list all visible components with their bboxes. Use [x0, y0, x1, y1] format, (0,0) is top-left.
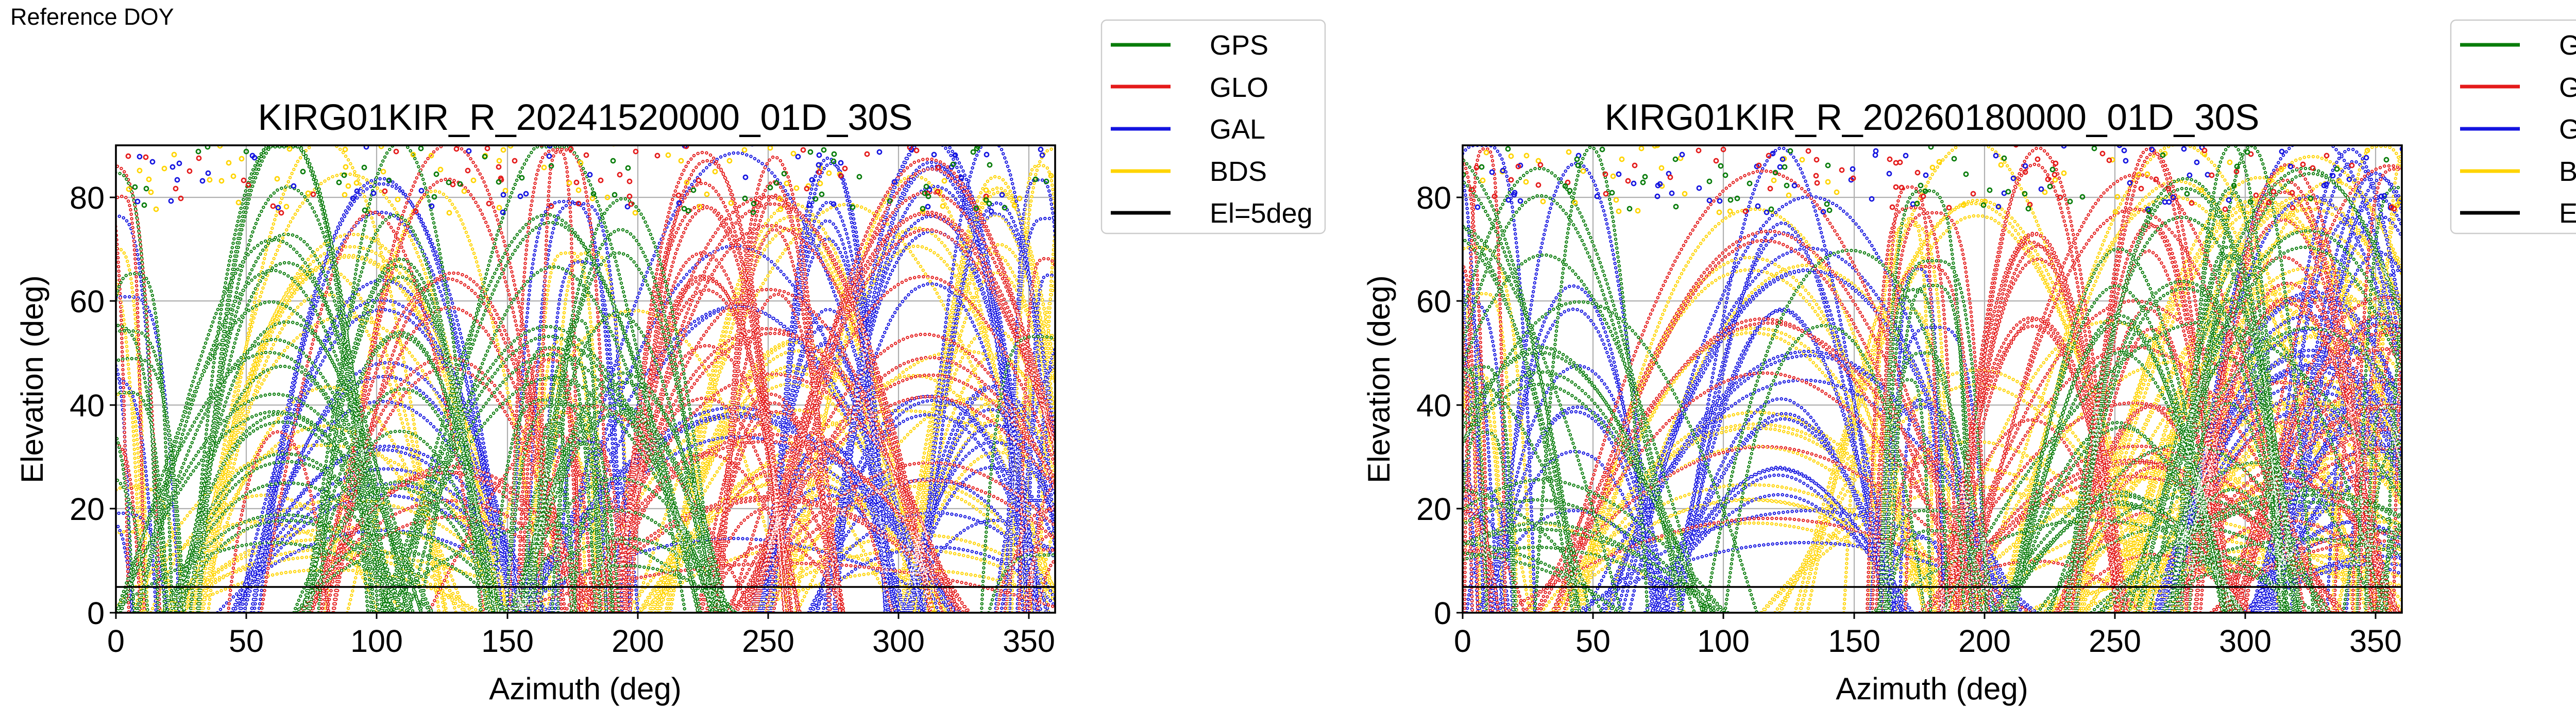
svg-text:GLO: GLO: [1210, 72, 1268, 103]
svg-text:20: 20: [1416, 492, 1451, 527]
svg-text:200: 200: [612, 624, 664, 659]
svg-text:Reference DOY: Reference DOY: [10, 4, 174, 30]
svg-text:El=5deg: El=5deg: [2559, 198, 2576, 229]
svg-text:250: 250: [2089, 624, 2141, 659]
svg-text:Elevation (deg): Elevation (deg): [15, 275, 49, 483]
svg-text:100: 100: [350, 624, 403, 659]
svg-text:0: 0: [1454, 624, 1471, 659]
svg-text:Azimuth (deg): Azimuth (deg): [489, 671, 681, 706]
svg-text:BDS: BDS: [2559, 156, 2576, 187]
svg-text:80: 80: [70, 180, 105, 215]
svg-text:50: 50: [229, 624, 264, 659]
svg-text:KIRG01KIR_R_20241520000_01D_30: KIRG01KIR_R_20241520000_01D_30S: [258, 97, 912, 138]
svg-text:60: 60: [1416, 284, 1451, 319]
svg-text:40: 40: [70, 388, 105, 423]
svg-text:GAL: GAL: [2559, 114, 2576, 145]
svg-text:0: 0: [107, 624, 125, 659]
svg-text:50: 50: [1575, 624, 1611, 659]
svg-text:BDS: BDS: [1210, 156, 1267, 187]
svg-text:80: 80: [1416, 180, 1451, 215]
svg-text:150: 150: [1828, 624, 1880, 659]
svg-text:GAL: GAL: [1210, 114, 1265, 145]
svg-text:300: 300: [2219, 624, 2272, 659]
svg-text:20: 20: [70, 492, 105, 527]
svg-text:40: 40: [1416, 388, 1451, 423]
svg-text:0: 0: [1434, 596, 1451, 631]
svg-text:100: 100: [1697, 624, 1750, 659]
svg-text:350: 350: [2349, 624, 2402, 659]
svg-text:150: 150: [481, 624, 534, 659]
svg-text:GPS: GPS: [2559, 30, 2576, 61]
svg-text:Azimuth (deg): Azimuth (deg): [1836, 671, 2028, 706]
svg-text:El=5deg: El=5deg: [1210, 198, 1313, 229]
svg-text:Elevation (deg): Elevation (deg): [1362, 275, 1396, 483]
svg-text:0: 0: [87, 596, 105, 631]
svg-text:250: 250: [742, 624, 794, 659]
svg-text:300: 300: [872, 624, 925, 659]
svg-text:200: 200: [1958, 624, 2011, 659]
svg-text:GPS: GPS: [1210, 30, 1268, 61]
svg-text:GLO: GLO: [2559, 72, 2576, 103]
svg-text:KIRG01KIR_R_20260180000_01D_30: KIRG01KIR_R_20260180000_01D_30S: [1604, 97, 2259, 138]
svg-text:60: 60: [70, 284, 105, 319]
svg-text:350: 350: [1003, 624, 1055, 659]
